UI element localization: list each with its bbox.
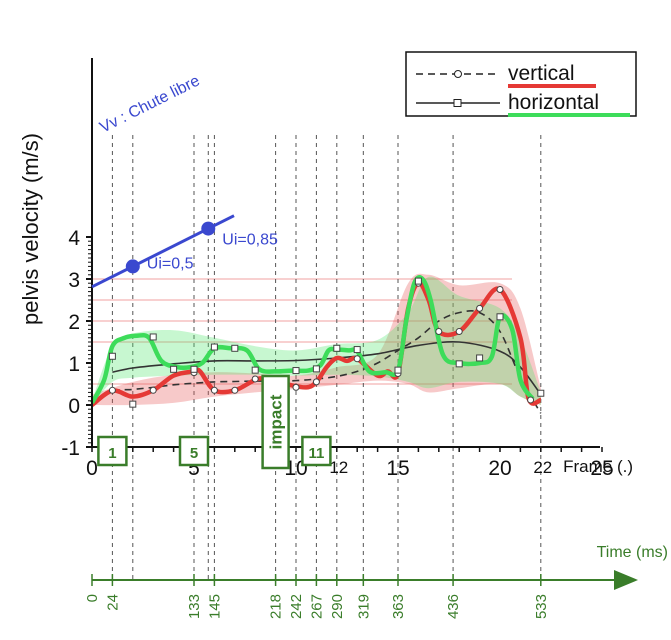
free-fall-point-label: Ui=0,5	[147, 255, 194, 272]
time-tick-label: 242	[288, 594, 305, 619]
vertical-marker	[251, 375, 259, 383]
time-tick-label: 436	[445, 594, 462, 619]
y-tick-label: 3	[68, 269, 80, 292]
vertical-marker	[455, 328, 463, 335]
horizontal-marker	[170, 365, 178, 373]
horizontal-marker	[455, 360, 463, 368]
legend-marker-horizontal	[453, 99, 462, 107]
free-fall-point-label: Ui=0,85	[222, 232, 278, 249]
horizontal-marker	[353, 346, 361, 354]
horizontal-marker	[108, 352, 116, 360]
time-axis: Time (ms) 0 24 133 145 218 242 267 290 319 363 436 5…	[84, 544, 668, 619]
time-axis-title: Time (ms)	[597, 544, 668, 561]
time-tick-label: 0	[84, 594, 101, 602]
band-horizontal	[92, 276, 541, 405]
free-fall-point	[201, 221, 216, 236]
x-tick-label: 20	[488, 457, 511, 480]
horizontal-marker	[292, 367, 300, 375]
vertical-marker	[435, 328, 443, 335]
horizontal-marker	[149, 333, 157, 341]
phase-box	[97, 435, 128, 467]
horizontal-marker	[190, 365, 198, 373]
y-tick-label: 2	[68, 311, 80, 334]
y-tick-label: 4	[68, 227, 80, 250]
reference-lines	[92, 135, 542, 580]
time-tick-label: 319	[355, 594, 372, 619]
vertical-marker	[292, 383, 300, 391]
phase-box-label: impact	[267, 394, 286, 449]
time-tick-label: 133	[186, 594, 203, 619]
x-tick-label: 0	[86, 457, 98, 480]
x-tick-label: 25	[590, 457, 613, 480]
time-tick-label: 145	[206, 594, 223, 619]
time-tick-label: 24	[104, 594, 121, 611]
x-tick-label: 15	[386, 457, 409, 480]
legend-label-horizontal: horizontal	[508, 91, 599, 114]
phase-box-label: 1	[108, 445, 116, 462]
horizontal-marker	[129, 400, 137, 408]
vertical-marker	[231, 386, 239, 394]
horizontal-marker	[312, 365, 320, 373]
horizontal-marker	[496, 313, 504, 321]
phase-box-label: 11	[308, 445, 324, 462]
phase-box-impact	[261, 374, 290, 470]
phase-box-label: 5	[190, 445, 198, 462]
vertical-marker	[476, 304, 484, 312]
horizontal-marker	[333, 344, 341, 352]
vertical-marker	[210, 386, 218, 394]
y-tick-label: 1	[68, 353, 80, 376]
x-axis-title: Frame (.)	[563, 457, 633, 476]
free-fall-point	[125, 259, 140, 274]
series-markers	[108, 277, 545, 408]
horizontal-marker	[251, 366, 259, 374]
horizontal-marker	[476, 354, 484, 362]
y-tick-label: 0	[68, 395, 80, 418]
horizontal-marker	[231, 344, 239, 352]
legend: vertical horizontal	[405, 51, 637, 117]
y-tick-label: -1	[61, 437, 80, 460]
vertical-marker	[353, 355, 361, 363]
time-tick-label: 267	[308, 594, 325, 619]
time-tick-label: 290	[329, 594, 346, 619]
horizontal-marker	[537, 389, 545, 397]
vertical-marker	[527, 396, 535, 404]
phase-box	[301, 435, 332, 467]
x-tick-label: 12	[329, 458, 348, 477]
vertical-marker	[496, 286, 504, 293]
time-tick-label: 363	[390, 594, 407, 619]
horizontal-marker	[414, 277, 422, 285]
phase-box	[178, 435, 210, 467]
horizontal-marker	[210, 343, 218, 351]
x-tick-label: 22	[533, 458, 552, 477]
horizontal-marker	[394, 366, 402, 374]
x-tick-label: 5	[188, 457, 200, 480]
time-tick-label: 218	[268, 594, 285, 619]
legend-label-vertical: vertical	[508, 62, 575, 85]
y-axis-title: pelvis velocity (m/s)	[18, 133, 43, 325]
time-tick-label: 533	[533, 594, 550, 619]
vertical-marker	[149, 386, 157, 394]
legend-marker-vertical	[454, 70, 462, 78]
annotations: Ui=0,5 Ui=0,85 Vv : Chute libre 1 5 impact 11	[91, 72, 332, 470]
free-fall-label: Vv : Chute libre	[97, 72, 203, 136]
vertical-marker	[108, 386, 116, 394]
vertical-marker	[312, 378, 320, 386]
